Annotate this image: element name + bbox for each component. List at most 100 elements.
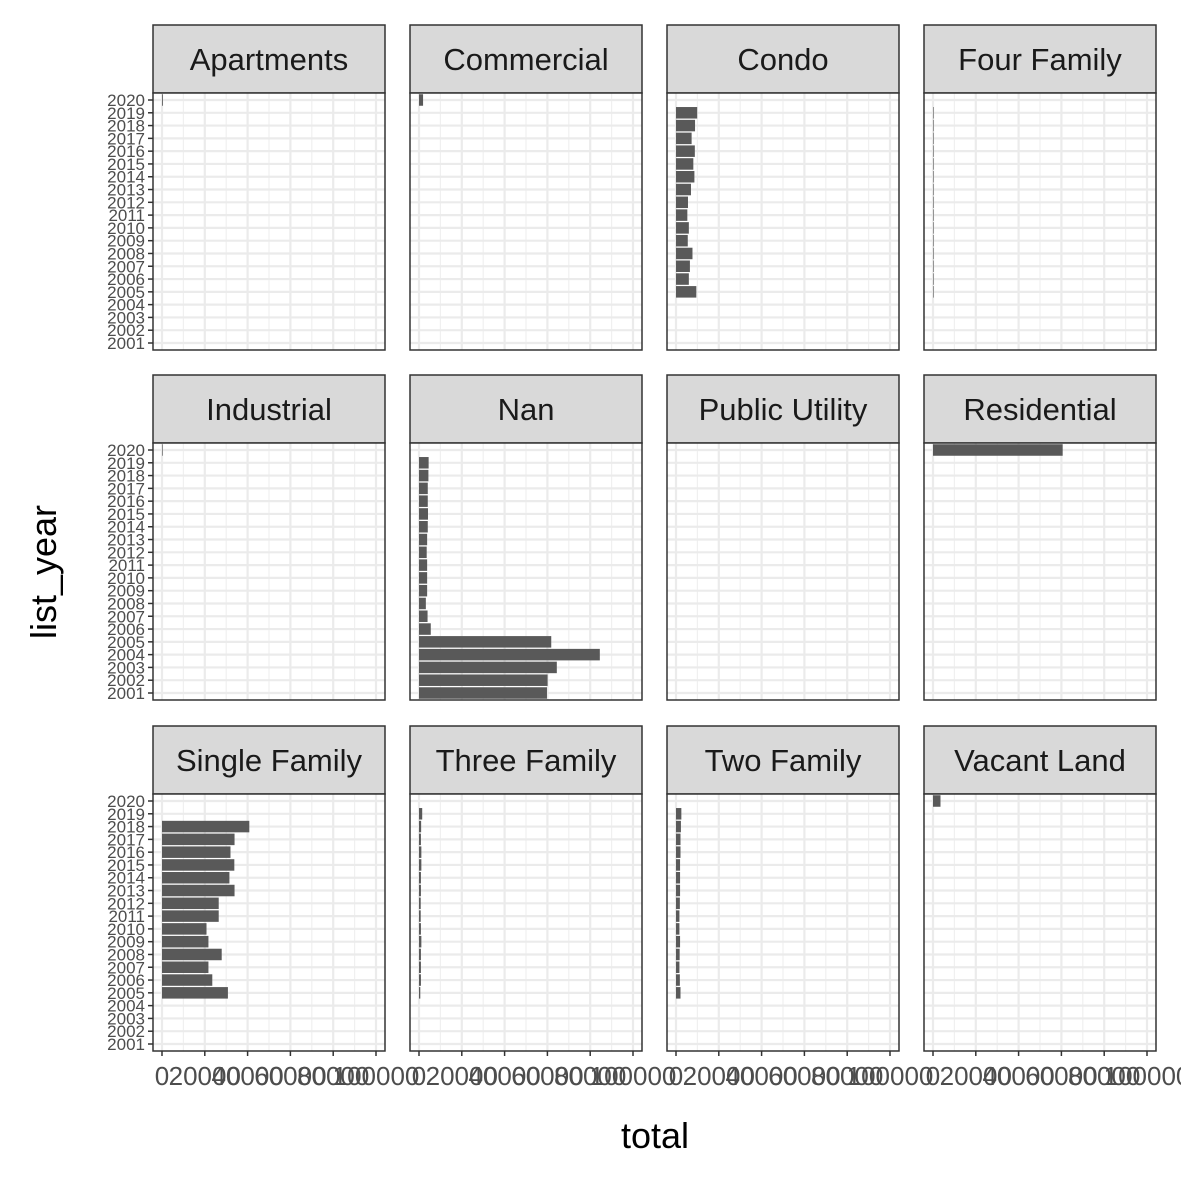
facet-strip-label: Commercial <box>443 42 608 77</box>
facet-strip <box>666 725 900 795</box>
bar <box>676 158 694 170</box>
bar <box>419 820 422 833</box>
y-tick-label: 2006 <box>107 971 145 990</box>
bar <box>419 546 427 559</box>
bar <box>933 196 934 209</box>
bar <box>676 145 695 157</box>
facet-strip <box>923 24 1157 94</box>
x-tick-label: 100000 <box>847 1061 934 1091</box>
y-tick-label: 2015 <box>107 856 145 875</box>
bar <box>419 808 423 820</box>
facet-strip-label: Two Family <box>705 743 862 778</box>
y-tick-label: 2014 <box>107 869 145 888</box>
bar <box>676 961 680 974</box>
bar <box>419 533 428 546</box>
bar <box>162 974 213 986</box>
y-tick-label: 2002 <box>107 1022 145 1041</box>
bar <box>162 948 222 961</box>
bar <box>419 661 557 674</box>
x-tick-label: 20000 <box>683 1061 755 1091</box>
bar <box>162 987 228 999</box>
facet-strip-label: Residential <box>963 392 1116 427</box>
x-tick-label: 40000 <box>468 1061 540 1091</box>
bar <box>419 636 552 648</box>
bar <box>933 234 934 247</box>
bar <box>419 584 428 597</box>
bar <box>676 222 689 234</box>
y-tick-label: 2002 <box>107 321 145 340</box>
bar <box>162 910 219 922</box>
y-tick-label: 2017 <box>107 830 145 849</box>
panel-border <box>666 442 900 701</box>
facet-panel: Industrial200120022003200420052006200720… <box>107 374 386 703</box>
x-tick-label: 20000 <box>940 1061 1012 1091</box>
facet-strip-label: Single Family <box>176 743 363 778</box>
y-tick-label: 2015 <box>107 155 145 174</box>
y-tick-label: 2003 <box>107 658 145 677</box>
y-axis-title: list_year <box>23 505 64 639</box>
x-tick-label: 100000 <box>1104 1061 1181 1091</box>
y-tick-label: 2018 <box>107 117 145 136</box>
bar <box>676 833 681 846</box>
facet-strip-label: Four Family <box>958 42 1122 77</box>
y-tick-label: 2009 <box>107 582 145 601</box>
y-tick-label: 2002 <box>107 671 145 690</box>
panel-border <box>152 442 386 701</box>
facet-strip <box>409 24 643 94</box>
y-tick-label: 2019 <box>107 454 145 473</box>
y-tick-label: 2018 <box>107 467 145 486</box>
panel-border <box>666 92 900 351</box>
y-tick-label: 2005 <box>107 283 145 302</box>
bar <box>419 520 428 533</box>
bar <box>933 444 1063 456</box>
bar <box>419 674 548 686</box>
facet-strip-label: Vacant Land <box>954 743 1126 778</box>
bar <box>676 808 682 820</box>
bar <box>676 935 681 948</box>
bar <box>676 897 680 910</box>
facet-strip <box>923 725 1157 795</box>
facet-panel: Four Family <box>923 24 1157 351</box>
bar <box>162 961 209 974</box>
bar <box>419 910 421 922</box>
bar <box>162 859 235 871</box>
x-tick-label: 80000 <box>297 1061 369 1091</box>
bar <box>419 987 421 999</box>
bar <box>162 444 163 456</box>
bar <box>419 495 428 507</box>
x-tick-label: 0 <box>669 1061 683 1091</box>
y-tick-label: 2019 <box>107 805 145 824</box>
bar <box>676 923 680 935</box>
y-tick-label: 2005 <box>107 633 145 652</box>
bar <box>419 846 422 858</box>
y-tick-label: 2010 <box>107 920 145 939</box>
x-tick-label: 40000 <box>725 1061 797 1091</box>
panel-border <box>409 793 643 1052</box>
bar <box>419 559 428 571</box>
bar <box>162 935 209 948</box>
bar <box>676 234 688 247</box>
x-tick-label: 60000 <box>254 1061 326 1091</box>
x-tick-label: 0 <box>155 1061 169 1091</box>
facet-strip-label: Industrial <box>206 392 332 427</box>
facet-strip <box>923 374 1157 444</box>
y-tick-label: 2003 <box>107 308 145 327</box>
y-tick-label: 2011 <box>108 556 145 575</box>
bar <box>676 286 697 298</box>
bar <box>676 132 692 145</box>
facet-strip-label: Three Family <box>436 743 617 778</box>
facet-strip <box>666 374 900 444</box>
bar <box>676 247 693 260</box>
bar <box>419 94 424 106</box>
y-tick-label: 2004 <box>107 296 145 315</box>
y-tick-label: 2008 <box>107 244 145 263</box>
y-tick-label: 2012 <box>107 894 145 913</box>
bar <box>933 183 934 196</box>
bar <box>419 884 421 897</box>
y-tick-label: 2007 <box>107 607 145 626</box>
y-tick-label: 2008 <box>107 945 145 964</box>
bar <box>162 871 230 884</box>
bar <box>676 196 688 209</box>
x-tick-label: 20000 <box>426 1061 498 1091</box>
bar <box>162 94 163 106</box>
